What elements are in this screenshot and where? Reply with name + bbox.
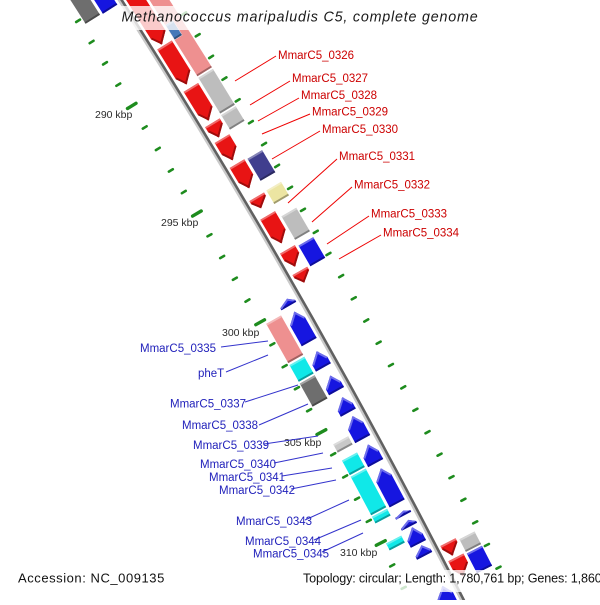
svg-text:Methanococcus maripaludis C5,: Methanococcus maripaludis C5, complete g…	[121, 10, 478, 26]
svg-text:300 kbp: 300 kbp	[222, 327, 260, 339]
svg-text:MmarC5_0328: MmarC5_0328	[301, 90, 377, 102]
svg-text:MmarC5_0342: MmarC5_0342	[219, 485, 295, 497]
svg-text:MmarC5_0341: MmarC5_0341	[209, 472, 285, 484]
svg-text:MmarC5_0340: MmarC5_0340	[200, 459, 276, 471]
svg-text:Accession: NC_009135: Accession: NC_009135	[18, 571, 165, 586]
svg-text:MmarC5_0332: MmarC5_0332	[354, 180, 430, 192]
svg-text:310 kbp: 310 kbp	[340, 547, 378, 559]
svg-text:MmarC5_0345: MmarC5_0345	[253, 549, 329, 561]
svg-text:MmarC5_0338: MmarC5_0338	[182, 420, 258, 432]
svg-text:MmarC5_0344: MmarC5_0344	[245, 536, 322, 548]
svg-text:MmarC5_0337: MmarC5_0337	[170, 399, 246, 411]
svg-text:MmarC5_0339: MmarC5_0339	[193, 440, 269, 452]
svg-text:MmarC5_0326: MmarC5_0326	[278, 50, 354, 62]
svg-text:MmarC5_0333: MmarC5_0333	[371, 209, 447, 221]
svg-text:pheT: pheT	[198, 368, 224, 380]
svg-text:295 kbp: 295 kbp	[161, 217, 199, 229]
svg-text:MmarC5_0335: MmarC5_0335	[140, 343, 216, 355]
svg-text:290 kbp: 290 kbp	[95, 109, 133, 121]
svg-text:MmarC5_0327: MmarC5_0327	[292, 73, 368, 85]
svg-text:305 kbp: 305 kbp	[284, 437, 322, 449]
svg-text:MmarC5_0343: MmarC5_0343	[236, 516, 312, 528]
svg-text:Topology: circular; Length: 1,: Topology: circular; Length: 1,780,761 bp…	[303, 572, 600, 586]
svg-text:MmarC5_0331: MmarC5_0331	[339, 151, 415, 163]
svg-text:MmarC5_0330: MmarC5_0330	[322, 124, 398, 136]
svg-text:MmarC5_0334: MmarC5_0334	[383, 228, 460, 240]
svg-text:MmarC5_0329: MmarC5_0329	[312, 107, 388, 119]
